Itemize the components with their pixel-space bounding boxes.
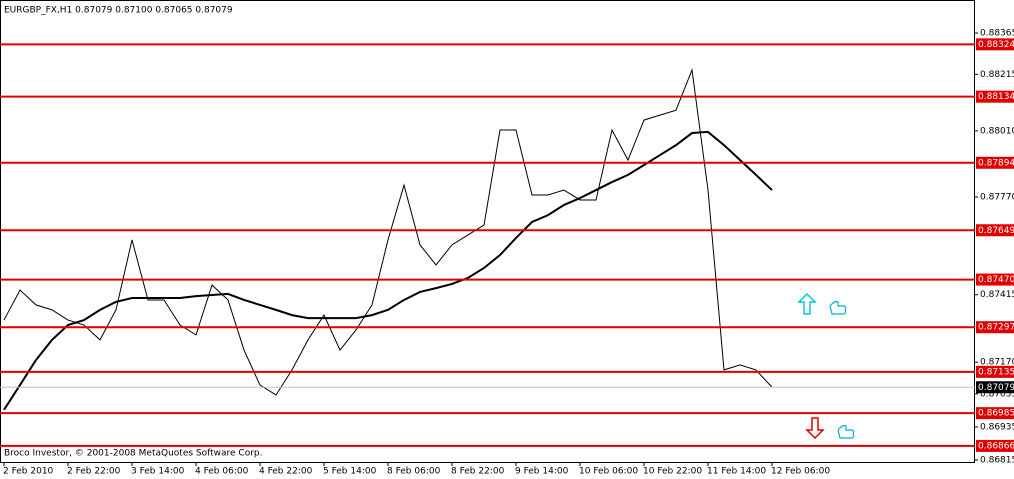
- level-tag: [976, 224, 1014, 237]
- y-tick-label: 0.87770: [980, 192, 1014, 202]
- level-label: 0.87470: [978, 275, 1014, 285]
- y-tick-label: 0.87055: [980, 389, 1014, 399]
- x-tick-label: 10 Feb 22:00: [643, 467, 702, 477]
- current-price-label: 0.87079: [978, 383, 1014, 393]
- y-tick-label: 0.87415: [980, 290, 1014, 300]
- x-tick-label: 2 Feb 2010: [3, 467, 54, 477]
- level-tag: [976, 156, 1014, 169]
- level-label: 0.87649: [978, 226, 1014, 236]
- level-tag: [976, 38, 1014, 51]
- x-tick-label: 8 Feb 06:00: [387, 467, 441, 477]
- level-tag: [976, 321, 1014, 334]
- level-tag: [976, 365, 1014, 378]
- price-line: [3, 130, 773, 411]
- x-tick-label: 4 Feb 22:00: [259, 467, 313, 477]
- x-tick-label: 12 Feb 06:00: [771, 467, 830, 477]
- level-tag: [976, 90, 1014, 103]
- y-tick-label: 0.86935: [980, 422, 1014, 432]
- x-tick-label: 5 Feb 14:00: [323, 467, 377, 477]
- level-tag: [976, 407, 1014, 420]
- price-line: [3, 67, 773, 396]
- sell-arrow: [805, 417, 855, 440]
- x-tick-label: 9 Feb 14:00: [515, 467, 569, 477]
- level-label: 0.87135: [978, 367, 1014, 377]
- x-tick-label: 4 Feb 06:00: [195, 467, 249, 477]
- plot-frame: [0, 0, 975, 463]
- y-tick-label: 0.87170: [980, 358, 1014, 368]
- y-tick-label: 0.88215: [980, 70, 1014, 80]
- current-price-tag: [976, 381, 1014, 394]
- buy-arrow: [797, 292, 847, 315]
- level-tag: [976, 273, 1014, 286]
- y-tick-label: 0.88010: [980, 126, 1014, 136]
- x-tick-label: 2 Feb 22:00: [67, 467, 121, 477]
- level-label: 0.87894: [978, 158, 1014, 168]
- y-tick-label: 0.86815: [980, 455, 1014, 465]
- x-tick-label: 11 Feb 14:00: [707, 467, 766, 477]
- level-label: 0.88134: [978, 92, 1014, 102]
- x-tick-label: 3 Feb 14:00: [131, 467, 185, 477]
- footer: Broco Investor, © 2001-2008 MetaQuotes S…: [4, 449, 263, 459]
- level-label: 0.86985: [978, 409, 1014, 419]
- y-tick-label: 0.88365: [980, 29, 1014, 39]
- level-label: 0.88324: [978, 40, 1014, 50]
- x-tick-label: 10 Feb 06:00: [579, 467, 638, 477]
- level-label: 0.86866: [978, 441, 1014, 451]
- level-label: 0.87297: [978, 323, 1014, 333]
- x-tick-label: 8 Feb 22:00: [451, 467, 505, 477]
- level-tag: [976, 439, 1014, 452]
- chart-title: EURGBP_FX,H1 0.87079 0.87100 0.87065 0.8…: [4, 6, 233, 16]
